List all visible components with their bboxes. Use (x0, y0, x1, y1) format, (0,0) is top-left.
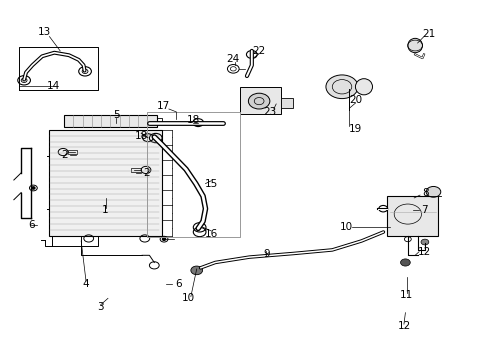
Text: 2: 2 (143, 168, 150, 178)
Text: 8: 8 (422, 188, 428, 198)
Bar (281, 98, 293, 108)
Bar (239, 87, 281, 114)
Circle shape (400, 259, 409, 266)
Circle shape (162, 238, 165, 240)
Text: 16: 16 (204, 229, 218, 239)
Text: 22: 22 (252, 46, 265, 56)
Ellipse shape (407, 39, 422, 53)
Text: 10: 10 (339, 222, 352, 231)
Text: 10: 10 (182, 293, 195, 303)
Text: 3: 3 (97, 302, 104, 312)
Text: 17: 17 (156, 102, 169, 112)
Bar (131, 168, 141, 172)
Text: 1: 1 (102, 206, 109, 216)
Text: 14: 14 (47, 81, 60, 91)
Text: 11: 11 (400, 291, 413, 301)
Bar (64, 116, 157, 127)
Text: 18: 18 (186, 115, 200, 125)
Text: 9: 9 (263, 248, 269, 258)
Text: 13: 13 (38, 27, 51, 37)
Text: 2: 2 (61, 150, 67, 160)
Text: 18: 18 (134, 131, 147, 141)
Ellipse shape (355, 79, 372, 95)
Text: 12: 12 (397, 321, 410, 331)
Circle shape (425, 186, 440, 197)
Circle shape (32, 187, 35, 189)
Text: 5: 5 (113, 111, 120, 121)
Circle shape (420, 239, 428, 245)
Text: 15: 15 (204, 179, 218, 189)
Text: 6: 6 (175, 279, 182, 289)
Text: 19: 19 (348, 124, 362, 134)
Bar (386, 196, 437, 235)
Bar (68, 150, 77, 154)
Bar (49, 130, 161, 235)
Circle shape (190, 266, 202, 275)
Circle shape (325, 75, 357, 99)
Text: 6: 6 (28, 220, 35, 230)
Text: 20: 20 (348, 95, 362, 105)
Text: 24: 24 (226, 54, 240, 64)
Text: 12: 12 (417, 247, 430, 257)
Text: 4: 4 (82, 279, 89, 289)
Text: 21: 21 (421, 29, 434, 39)
Circle shape (248, 93, 269, 109)
Text: 7: 7 (421, 206, 427, 216)
Text: 23: 23 (263, 107, 276, 117)
